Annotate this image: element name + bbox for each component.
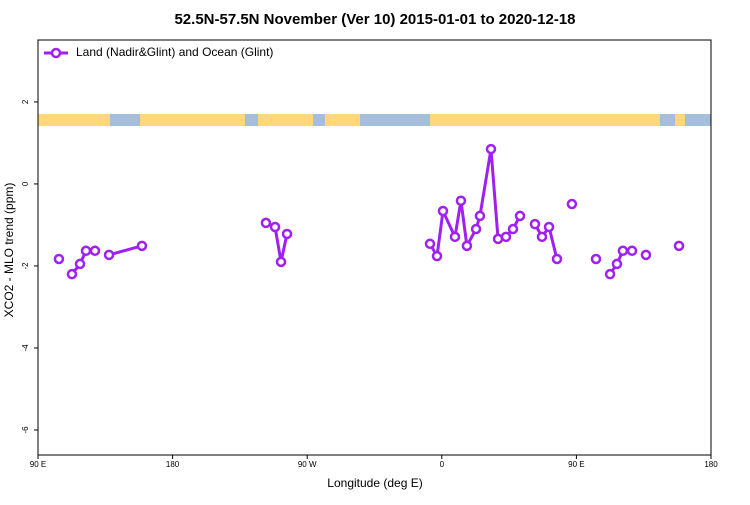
point — [543, 221, 555, 233]
point — [281, 228, 293, 240]
point — [275, 256, 287, 268]
point — [514, 210, 526, 222]
y-tick-label: -4 — [21, 344, 30, 352]
y-axis-label: XCO2 - MLO trend (ppm) — [2, 183, 16, 318]
chart-title: 52.5N-57.5N November (Ver 10) 2015-01-01… — [174, 11, 575, 28]
map-strip — [38, 114, 711, 126]
point — [590, 253, 602, 265]
point — [260, 217, 272, 229]
point — [673, 240, 685, 252]
legend-marker — [50, 47, 62, 59]
y-tick-label: -2 — [21, 262, 30, 270]
legend-label: Land (Nadir&Glint) and Ocean (Glint) — [76, 45, 273, 59]
y-tick-label: 2 — [21, 99, 30, 104]
point — [529, 218, 541, 230]
point — [269, 221, 281, 233]
point — [461, 240, 473, 252]
point — [136, 240, 148, 252]
point — [424, 238, 436, 250]
point — [626, 245, 638, 257]
point — [604, 268, 616, 280]
point — [80, 245, 92, 257]
point — [485, 143, 497, 155]
x-axis-label: Longitude (deg E) — [327, 476, 422, 490]
point — [74, 258, 86, 270]
x-tick-label: 180 — [166, 460, 180, 469]
y-tick-label: 0 — [21, 181, 30, 186]
y-tick-label: -6 — [21, 426, 30, 434]
point — [455, 195, 467, 207]
x-tick-label: 90 W — [298, 460, 317, 469]
line — [533, 223, 559, 260]
point — [566, 198, 578, 210]
point — [103, 249, 115, 261]
point — [66, 268, 78, 280]
point — [470, 223, 482, 235]
point — [474, 210, 486, 222]
point — [536, 231, 548, 243]
x-tick-label: 180 — [704, 460, 718, 469]
x-tick-label: 90 E — [30, 460, 46, 469]
point — [617, 245, 629, 257]
point — [89, 245, 101, 257]
point — [449, 231, 461, 243]
point — [437, 205, 449, 217]
line — [108, 244, 143, 257]
point — [507, 223, 519, 235]
point — [640, 249, 652, 261]
point — [551, 253, 563, 265]
point — [53, 253, 65, 265]
point — [431, 250, 443, 262]
x-tick-label: 0 — [440, 460, 445, 469]
plot-frame — [37, 39, 712, 456]
point — [611, 258, 623, 270]
point — [500, 231, 512, 243]
x-tick-label: 90 E — [568, 460, 584, 469]
